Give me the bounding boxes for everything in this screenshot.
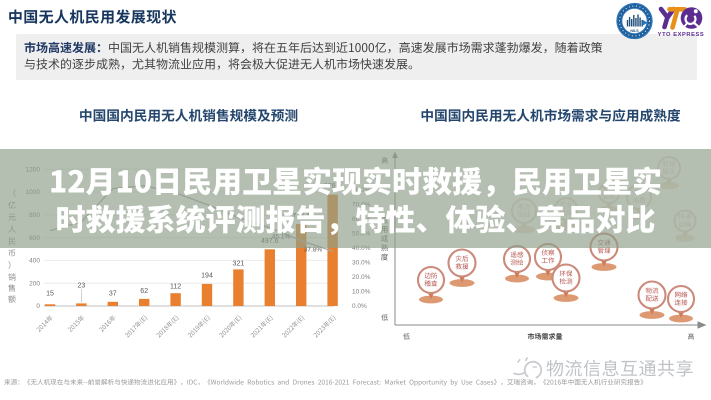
svg-text:112: 112 <box>170 284 181 291</box>
svg-text:15: 15 <box>46 291 54 298</box>
svg-text:37.8%: 37.8% <box>304 247 323 254</box>
svg-text:23: 23 <box>78 283 86 290</box>
svg-text:0: 0 <box>36 303 40 310</box>
svg-text:194: 194 <box>201 273 213 280</box>
svg-text:30.0%: 30.0% <box>352 260 371 267</box>
svg-text:37: 37 <box>109 291 117 298</box>
svg-text:YTO EXPRESS: YTO EXPRESS <box>658 32 705 38</box>
svg-text:40.0%: 40.0% <box>352 245 371 252</box>
svg-text:62: 62 <box>140 288 148 295</box>
svg-text:321: 321 <box>233 261 245 268</box>
svg-text:400: 400 <box>29 258 40 265</box>
svg-text:NILS: NILS <box>630 29 639 33</box>
svg-text:20.0%: 20.0% <box>352 274 371 281</box>
svg-text:10.0%: 10.0% <box>352 289 371 296</box>
svg-text:200: 200 <box>29 280 40 287</box>
svg-text:0.0%: 0.0% <box>352 303 367 310</box>
